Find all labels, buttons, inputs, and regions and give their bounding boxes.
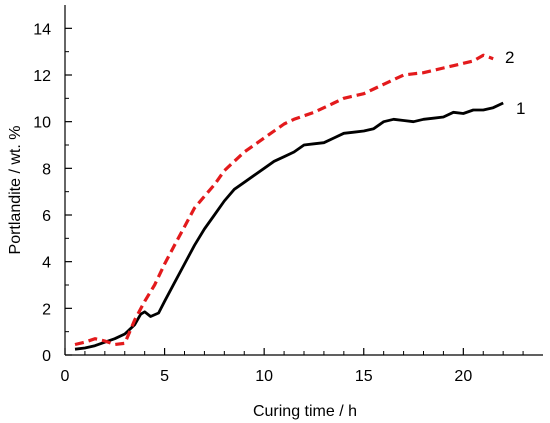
y-tick-label: 14 bbox=[33, 21, 51, 38]
x-tick-label: 5 bbox=[160, 368, 169, 385]
x-tick-label: 10 bbox=[255, 368, 273, 385]
x-tick-label: 15 bbox=[355, 368, 373, 385]
x-tick-label: 20 bbox=[454, 368, 472, 385]
series-label-2: 2 bbox=[505, 48, 514, 67]
y-tick-label: 12 bbox=[33, 68, 51, 85]
y-tick-label: 4 bbox=[42, 255, 51, 272]
y-tick-label: 2 bbox=[42, 301, 51, 318]
axes bbox=[64, 5, 543, 356]
y-tick-label: 6 bbox=[42, 208, 51, 225]
series-1-line bbox=[74, 101, 504, 351]
series-name-labels: 1 2 bbox=[505, 48, 525, 118]
y-axis-label: Portlandite / wt. % bbox=[7, 126, 24, 255]
y-tick-label: 8 bbox=[42, 161, 51, 178]
y-tick-label: 0 bbox=[42, 348, 51, 365]
y-tick-label: 10 bbox=[33, 115, 51, 132]
series-label-1: 1 bbox=[516, 99, 525, 118]
x-tick-label: 0 bbox=[61, 368, 70, 385]
labels: Curing time / h Portlandite / wt. % bbox=[7, 126, 357, 420]
x-axis-label: Curing time / h bbox=[253, 403, 357, 420]
series-layer bbox=[74, 53, 504, 351]
series-2-line bbox=[74, 53, 494, 347]
